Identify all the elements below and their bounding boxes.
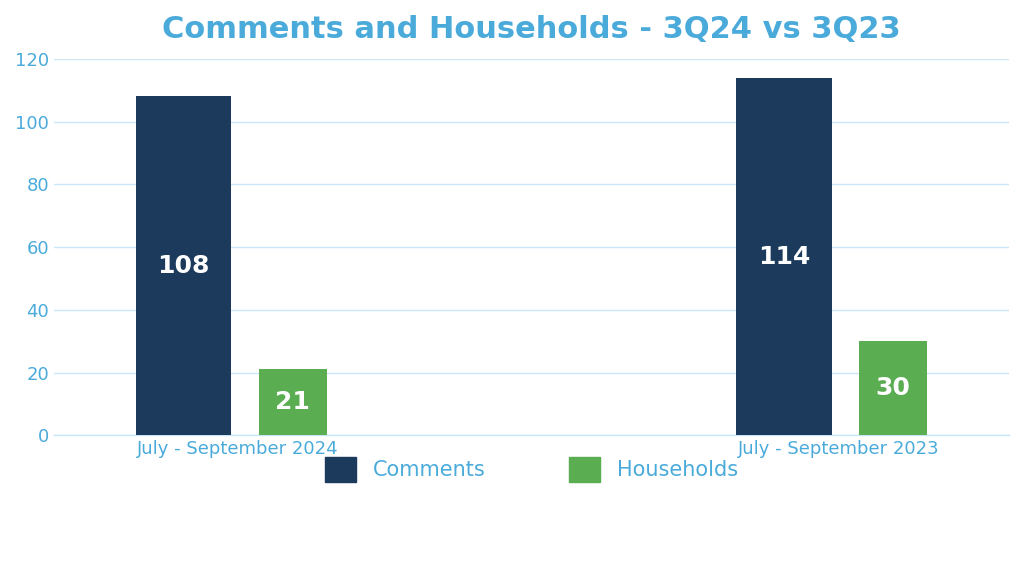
Bar — [136, 96, 231, 435]
Bar — [259, 369, 327, 435]
Legend: Comments, Households: Comments, Households — [314, 446, 749, 493]
Title: Comments and Households - 3Q24 vs 3Q23: Comments and Households - 3Q24 vs 3Q23 — [162, 15, 901, 44]
Text: 30: 30 — [876, 376, 910, 400]
Text: 108: 108 — [158, 254, 210, 278]
Bar — [736, 78, 831, 435]
Text: 114: 114 — [758, 244, 810, 269]
Text: 21: 21 — [275, 390, 310, 414]
Bar — [859, 341, 927, 435]
